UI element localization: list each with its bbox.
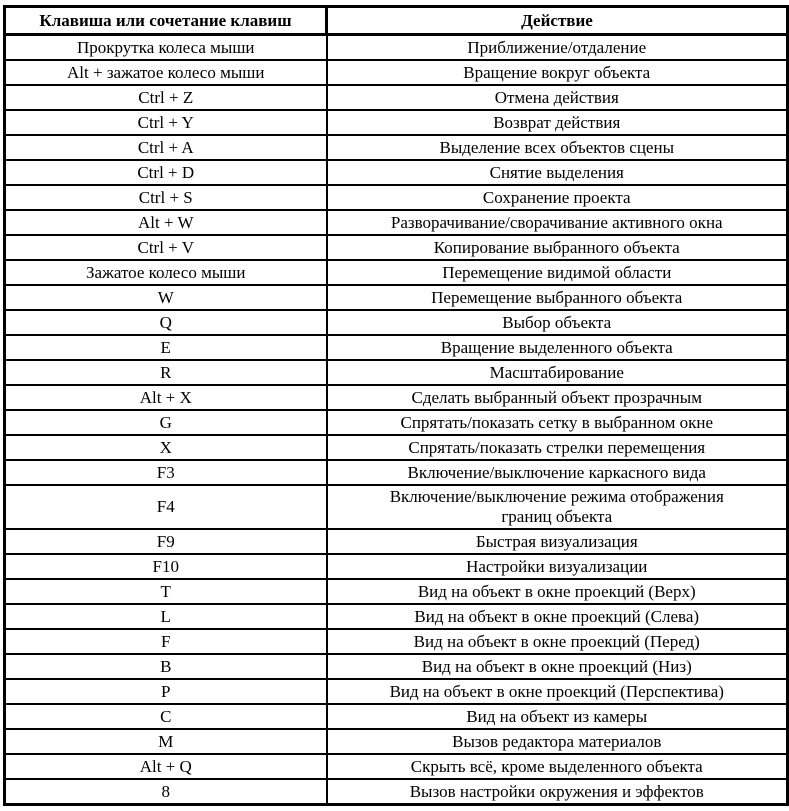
action-cell: Разворачивание/сворачивание активного ок… [325,209,789,236]
table-row: Q Выбор объекта [3,309,789,336]
header-key-column: Клавиша или сочетание клавиш [3,5,328,36]
key-cell: M [3,728,328,755]
action-cell: Сохранение проекта [325,184,789,211]
table-row: Ctrl + A Выделение всех объектов сцены [3,134,789,161]
table-row: F3 Включение/выключение каркасного вида [3,459,789,486]
action-cell: Вращение выделенного объекта [325,334,789,361]
action-cell: Быстрая визуализация [325,528,789,555]
action-cell: Включение/выключение каркасного вида [325,459,789,486]
action-cell: Настройки визуализации [325,553,789,580]
table-row: Ctrl + D Снятие выделения [3,159,789,186]
action-cell: Приближение/отдаление [325,33,789,61]
table-row: E Вращение выделенного объекта [3,334,789,361]
shortcuts-table: Клавиша или сочетание клавиш Действие Пр… [3,5,789,806]
key-cell: Ctrl + V [3,234,328,261]
table-row: Ctrl + V Копирование выбранного объекта [3,234,789,261]
action-cell: Копирование выбранного объекта [325,234,789,261]
key-cell: B [3,653,328,680]
key-cell: T [3,578,328,605]
key-cell: L [3,603,328,630]
table-row: F9 Быстрая визуализация [3,528,789,555]
key-cell: Alt + X [3,384,328,411]
key-cell: F9 [3,528,328,555]
key-cell: E [3,334,328,361]
key-cell: W [3,284,328,311]
key-cell: F4 [3,484,328,530]
table-row: F4 Включение/выключение режима отображени… [3,484,789,530]
table-row: W Перемещение выбранного объекта [3,284,789,311]
key-cell: F [3,628,328,655]
key-cell: Ctrl + Y [3,109,328,136]
key-cell: G [3,409,328,436]
key-cell: Ctrl + A [3,134,328,161]
action-cell: Вызов редактора материалов [325,728,789,755]
table-row: T Вид на объект в окне проекций (Верх) [3,578,789,605]
key-cell: 8 [3,778,328,806]
action-cell: Вид на объект в окне проекций (Низ) [325,653,789,680]
table-row: Ctrl + S Сохранение проекта [3,184,789,211]
key-cell: Q [3,309,328,336]
action-cell: Вид на объект из камеры [325,703,789,730]
action-cell: Выделение всех объектов сцены [325,134,789,161]
table-row: M Вызов редактора материалов [3,728,789,755]
key-cell: Ctrl + Z [3,84,328,111]
table-row: G Спрятать/показать сетку в выбранном окн… [3,409,789,436]
action-cell: Выбор объекта [325,309,789,336]
header-action-column: Действие [325,5,789,36]
action-cell: Скрыть всё, кроме выделенного объекта [325,753,789,780]
action-cell: Вид на объект в окне проекций (Перед) [325,628,789,655]
table-row: Alt + Q Скрыть всё, кроме выделенного объ… [3,753,789,780]
key-cell: F3 [3,459,328,486]
table-row: X Спрятать/показать стрелки перемещения [3,434,789,461]
table-row: Alt + зажатое колесо мыши Вращение вокруг… [3,59,789,86]
action-cell: Отмена действия [325,84,789,111]
key-cell: P [3,678,328,705]
key-cell: C [3,703,328,730]
table-row: R Масштабирование [3,359,789,386]
action-cell: Перемещение видимой области [325,259,789,286]
key-cell: Зажатое колесо мыши [3,259,328,286]
table-row: Зажатое колесо мыши Перемещение видимой о… [3,259,789,286]
table-row: Ctrl + Y Возврат действия [3,109,789,136]
action-cell: Перемещение выбранного объекта [325,284,789,311]
table-row: B Вид на объект в окне проекций (Низ) [3,653,789,680]
key-cell: Ctrl + D [3,159,328,186]
table-body: Прокрутка колеса мыши Приближение/отдален… [3,33,789,806]
key-cell: Alt + зажатое колесо мыши [3,59,328,86]
table-row: 8 Вызов настройки окружения и эффектов [3,778,789,806]
table-row: C Вид на объект из камеры [3,703,789,730]
action-cell: Вращение вокруг объекта [325,59,789,86]
action-cell: Возврат действия [325,109,789,136]
action-cell: Снятие выделения [325,159,789,186]
action-cell: Масштабирование [325,359,789,386]
header-row: Клавиша или сочетание клавиш Действие [3,5,789,36]
action-cell: Включение/выключение режима отображения … [325,484,789,530]
key-cell: Alt + W [3,209,328,236]
table-row: Alt + X Сделать выбранный объект прозрачн… [3,384,789,411]
key-cell: F10 [3,553,328,580]
key-cell: Прокрутка колеса мыши [3,33,328,61]
action-cell: Спрятать/показать сетку в выбранном окне [325,409,789,436]
table-row: Ctrl + Z Отмена действия [3,84,789,111]
key-cell: X [3,434,328,461]
action-cell: Вид на объект в окне проекций (Перспекти… [325,678,789,705]
action-cell: Вызов настройки окружения и эффектов [325,778,789,806]
table-row: F10 Настройки визуализации [3,553,789,580]
action-cell: Спрятать/показать стрелки перемещения [325,434,789,461]
table-row: P Вид на объект в окне проекций (Перспект… [3,678,789,705]
action-cell: Вид на объект в окне проекций (Слева) [325,603,789,630]
key-cell: Ctrl + S [3,184,328,211]
table-row: F Вид на объект в окне проекций (Перед) [3,628,789,655]
table-row: L Вид на объект в окне проекций (Слева) [3,603,789,630]
action-cell: Сделать выбранный объект прозрачным [325,384,789,411]
table-row: Alt + W Разворачивание/сворачивание актив… [3,209,789,236]
key-cell: Alt + Q [3,753,328,780]
table-row: Прокрутка колеса мыши Приближение/отдален… [3,33,789,61]
key-cell: R [3,359,328,386]
action-cell: Вид на объект в окне проекций (Верх) [325,578,789,605]
